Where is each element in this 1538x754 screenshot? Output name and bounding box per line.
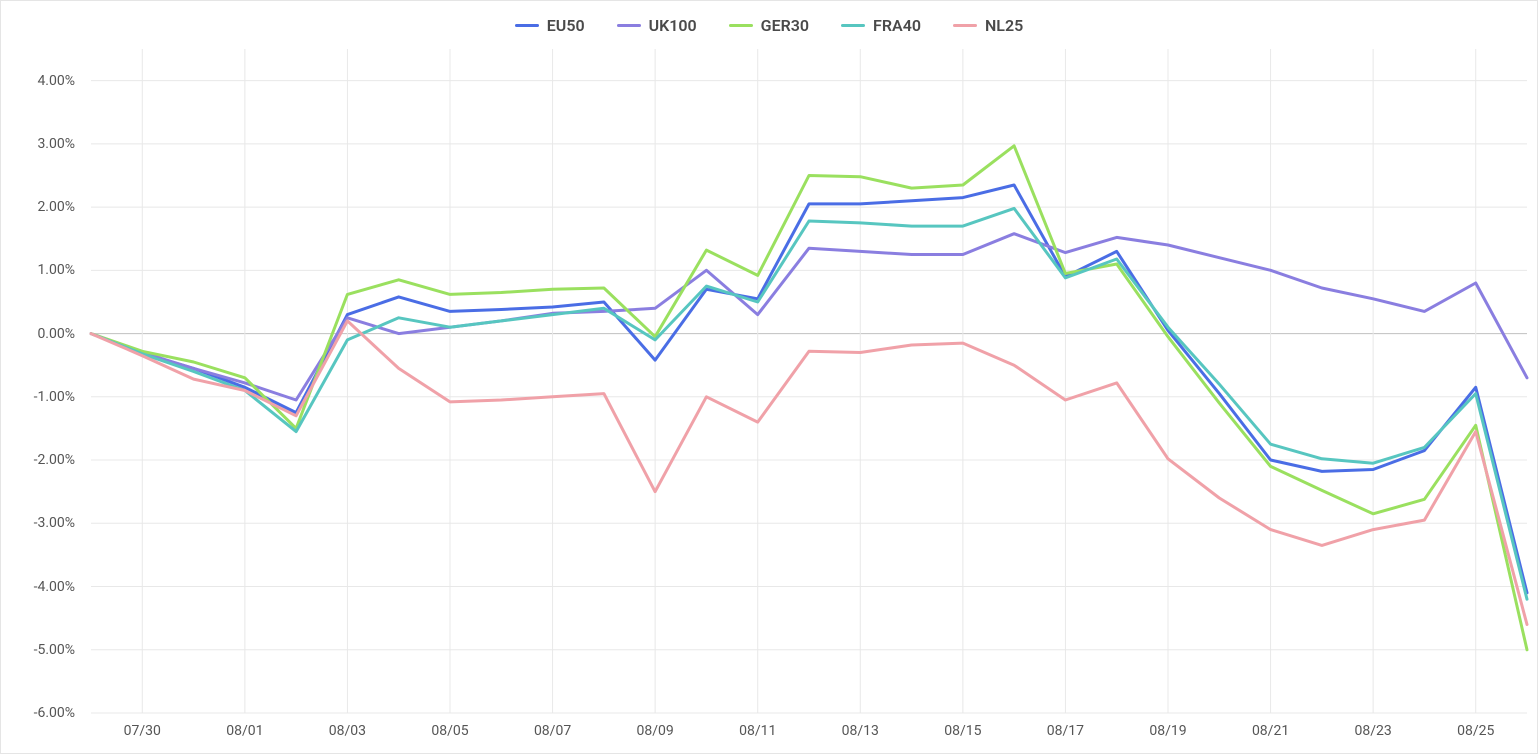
x-tick-label: 08/11 [739,723,776,739]
legend-item-fra40[interactable]: FRA40 [841,16,921,35]
legend-swatch [617,24,641,27]
y-axis: 4.00% 3.00% 2.00% 1.00% 0.00% -1.00% -2.00% -3.… [1,49,81,713]
legend-swatch [953,24,977,27]
y-tick-label: 2.00% [37,199,75,215]
x-tick-label: 08/13 [842,723,879,739]
legend-label: FRA40 [873,16,921,35]
legend-item-eu50[interactable]: EU50 [515,16,585,35]
x-tick-label: 08/21 [1252,723,1289,739]
legend-item-ger30[interactable]: GER30 [729,16,809,35]
y-tick-label: -4.00% [34,579,75,595]
legend-label: EU50 [547,16,585,35]
legend-swatch [841,24,865,27]
series-line-nl25 [91,321,1527,625]
y-tick-label: 1.00% [37,262,75,278]
legend-item-uk100[interactable]: UK100 [617,16,697,35]
legend-label: UK100 [649,16,697,35]
x-tick-label: 08/03 [329,723,366,739]
x-tick-label: 08/23 [1355,723,1392,739]
y-tick-label: -6.00% [34,705,75,721]
y-tick-label: -2.00% [34,452,75,468]
legend-swatch [729,24,753,27]
legend-swatch [515,24,539,27]
y-tick-label: -1.00% [34,389,75,405]
y-tick-label: -5.00% [34,642,75,658]
series-line-eu50 [91,185,1527,593]
series-line-uk100 [91,234,1527,400]
x-tick-label: 08/17 [1047,723,1084,739]
x-tick-label: 08/15 [944,723,981,739]
x-tick-label: 08/19 [1149,723,1186,739]
x-tick-label: 07/30 [124,723,161,739]
line-chart: EU50 UK100 GER30 FRA40 NL25 4.00% 3.00% 2.00% 1… [0,0,1538,754]
legend-label: GER30 [761,16,809,35]
x-tick-label: 08/01 [226,723,263,739]
x-axis: 07/30 08/01 08/03 08/05 08/07 08/09 08/11 08/13… [91,717,1527,753]
y-tick-label: 4.00% [37,73,75,89]
legend-label: NL25 [985,16,1023,35]
x-tick-label: 08/25 [1457,723,1494,739]
y-tick-label: -3.00% [34,515,75,531]
chart-legend: EU50 UK100 GER30 FRA40 NL25 [1,1,1537,49]
legend-item-nl25[interactable]: NL25 [953,16,1023,35]
y-tick-label: 0.00% [37,326,75,342]
x-tick-label: 08/07 [534,723,571,739]
plot-area [91,49,1527,713]
x-tick-label: 08/09 [637,723,674,739]
x-tick-label: 08/05 [431,723,468,739]
plot-svg [91,49,1527,713]
y-tick-label: 3.00% [37,136,75,152]
